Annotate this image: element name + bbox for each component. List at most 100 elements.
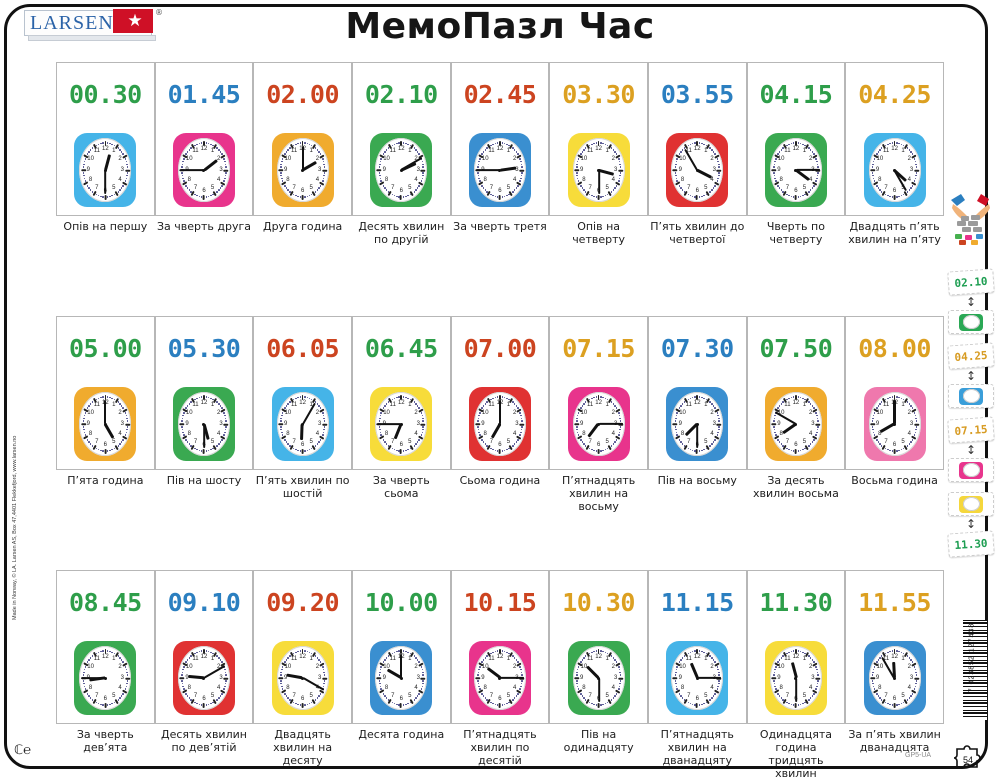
digital-time-piece[interactable]: 03.55 — [647, 62, 747, 124]
digital-time-piece[interactable]: 06.05 — [253, 316, 352, 378]
puzzle-cell[interactable]: 09.20 1 2 3 4 5 6 7 8 9 10 11 12 Двадцять хвилин на д… — [253, 570, 352, 780]
clock-tick — [280, 426, 282, 428]
clock-hour-number: 2 — [315, 664, 320, 670]
clock-tick — [225, 420, 227, 422]
digital-time-piece[interactable]: 09.20 — [253, 570, 352, 632]
puzzle-cell[interactable]: 11.30123456789101112Одинадцята година тр… — [746, 570, 846, 780]
clock-tick — [416, 695, 419, 697]
clock-tick — [914, 431, 917, 434]
digital-time-piece[interactable]: 08.00 — [845, 316, 944, 378]
clock-tick — [188, 403, 191, 405]
puzzle-cell[interactable]: 04.25123456789101112Двадцять п’ять хвили… — [845, 62, 944, 246]
clock-hour-number: 6 — [892, 187, 897, 194]
puzzle-cell[interactable]: 05.30123456789101112Пів на шосту — [154, 316, 254, 513]
puzzle-cell[interactable]: 11.15123456789101112П’ятнадцять хвилин н… — [647, 570, 747, 780]
puzzle-cell[interactable]: 04.15123456789101112Чверть по четверту — [746, 62, 846, 246]
puzzle-cell[interactable]: 10.30123456789101112Пів на одинадцяту — [549, 570, 648, 780]
puzzle-cell[interactable]: 08.00123456789101112Восьма година — [845, 316, 944, 513]
digital-time-piece[interactable]: 02.00 — [253, 62, 352, 124]
digital-time-piece[interactable]: 02.10 — [351, 62, 451, 124]
clock-tick — [813, 153, 815, 155]
puzzle-cell[interactable]: 03.55 1 2 3 4 5 6 7 8 9 10 11 12 П’ять хвилин до четв… — [647, 62, 747, 246]
digital-time-piece[interactable]: 05.30 — [154, 316, 254, 378]
puzzle-cell[interactable]: 03.30123456789101112Опів на четверту — [549, 62, 648, 246]
clock-tick — [322, 414, 325, 417]
digital-time-piece[interactable]: 11.15 — [647, 570, 747, 632]
puzzle-cell[interactable]: 10.15123456789101112 П’ятнадцять хвилин п… — [450, 570, 550, 780]
digital-time-piece[interactable]: 07.00 — [450, 316, 550, 378]
row-1-cells: 00.30123456789101112Опів на першу01.4512… — [56, 62, 944, 246]
clock-tick — [900, 702, 903, 705]
clock-tick — [501, 704, 504, 706]
digital-time-piece[interactable]: 10.30 — [549, 570, 648, 632]
clock-tick — [893, 140, 896, 146]
puzzle-cell[interactable]: 08.45123456789101112За чверть дев’ята — [56, 570, 155, 780]
digital-time-piece[interactable]: 03.30 — [549, 62, 648, 124]
puzzle-cell[interactable]: 02.00123456789101112Друга година — [253, 62, 352, 246]
digital-time-piece[interactable]: 05.00 — [56, 316, 155, 378]
digital-time-piece[interactable]: 08.45 — [56, 570, 155, 632]
clock-tick — [318, 659, 320, 661]
puzzle-cell[interactable]: 09.10123456789101112Десять хвилин по дев… — [154, 570, 254, 780]
puzzle-cell[interactable]: 10.00123456789101112Десята година — [351, 570, 451, 780]
puzzle-cell[interactable]: 06.05123456789101112П’ять хвилин по шост… — [253, 316, 352, 513]
digital-time-piece[interactable]: 11.30 — [746, 570, 846, 632]
digital-time-piece[interactable]: 10.00 — [351, 570, 451, 632]
digital-time-piece[interactable]: 11.55 — [845, 570, 944, 632]
puzzle-cell[interactable]: 07.15123456789101112П’ятнадцять хвилин н… — [549, 316, 648, 513]
puzzle-cell[interactable]: 07.30123456789101112Пів на восьму — [647, 316, 747, 513]
puzzle-cell[interactable]: 00.30123456789101112Опів на першу — [56, 62, 155, 246]
clock-tick — [109, 449, 111, 452]
digital-time-piece[interactable]: 01.45 — [154, 62, 254, 124]
digital-time-piece[interactable]: 10.15 — [450, 570, 550, 632]
digital-time-piece[interactable]: 02.45 — [450, 62, 550, 124]
clock-tick — [405, 195, 407, 198]
digital-time-piece[interactable]: 00.30 — [56, 62, 155, 124]
time-label: П’ятнадцять хвилин по десятій — [463, 728, 537, 767]
digital-time-piece[interactable]: 07.50 — [746, 316, 846, 378]
digital-time-piece[interactable]: 07.15 — [549, 316, 648, 378]
puzzle-cell[interactable]: 02.10123456789101112Десять хвилин по дру… — [351, 62, 451, 246]
puzzle-cell[interactable]: 02.45123456789101112За чверть третя — [450, 62, 550, 246]
digital-time-piece[interactable]: 06.45 — [351, 316, 451, 378]
clock-hour-number: 11 — [389, 656, 396, 663]
digital-time-piece[interactable]: 09.10 — [154, 570, 254, 632]
digital-time-piece[interactable]: 04.25 — [845, 62, 944, 124]
puzzle-cell[interactable]: 06.45123456789101112За чверть сьома — [351, 316, 451, 513]
digital-time-piece[interactable]: 04.15 — [746, 62, 846, 124]
puzzle-cell[interactable]: 07.50 1 2 3 4 5 6 7 8 9 10 11 12 За десять хвилин вос… — [746, 316, 846, 513]
puzzle-cell[interactable]: 01.45123456789101112За чверть друга — [154, 62, 254, 246]
puzzle-cell[interactable]: 07.00123456789101112Сьома година — [450, 316, 550, 513]
puzzle-cell[interactable]: 11.55 1 2 3 4 5 6 7 8 9 10 11 12 За п’ять хвилин дван… — [845, 570, 944, 780]
puzzle-cell[interactable]: 05.00123456789101112П’ята година — [56, 316, 155, 513]
clock-tick — [583, 697, 585, 699]
digital-time-piece[interactable]: 07.30 — [647, 316, 747, 378]
